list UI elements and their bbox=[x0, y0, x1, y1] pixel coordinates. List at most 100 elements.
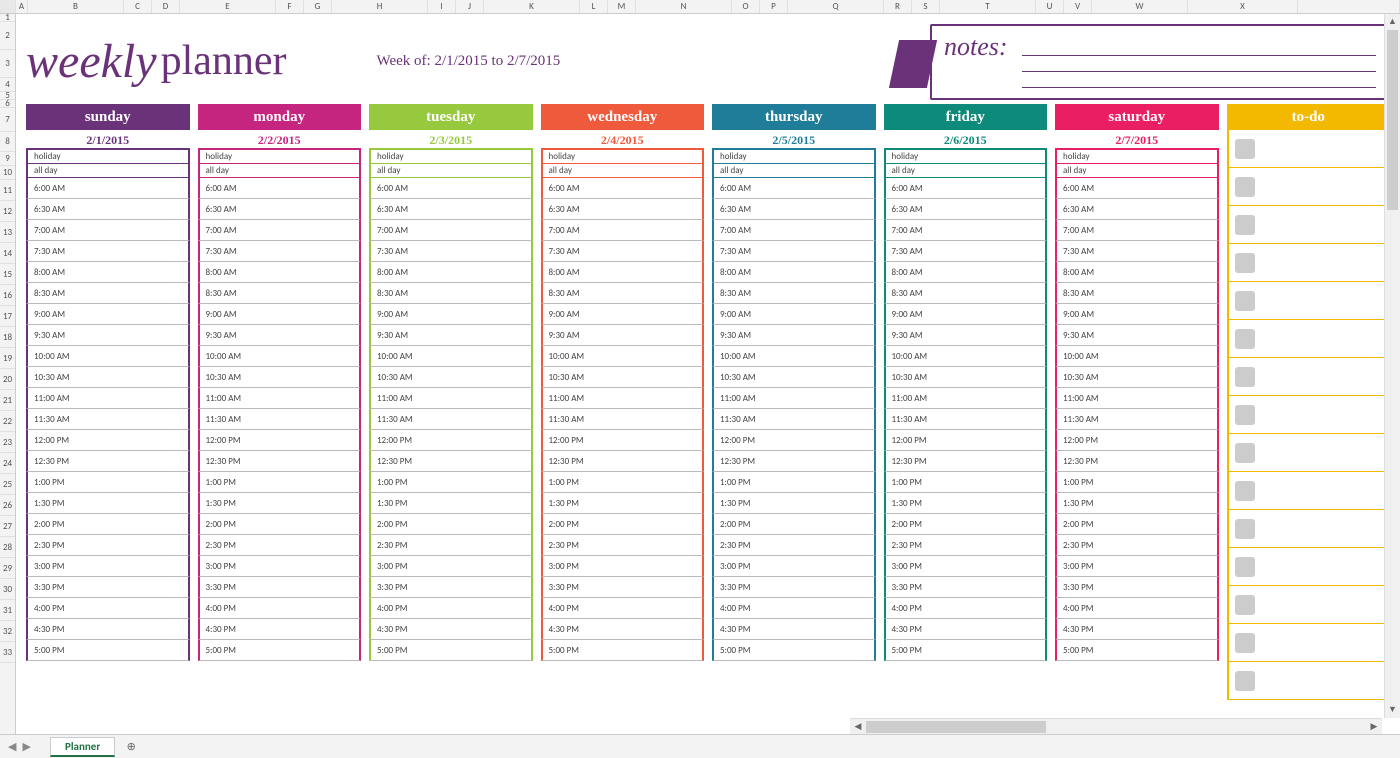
time-slot[interactable]: 2:00 PM bbox=[26, 514, 190, 535]
time-slot[interactable]: 6:00 AM bbox=[369, 178, 533, 199]
time-slot[interactable]: 11:30 AM bbox=[541, 409, 705, 430]
time-slot[interactable]: 8:00 AM bbox=[198, 262, 362, 283]
time-slot[interactable]: 12:00 PM bbox=[541, 430, 705, 451]
time-slot[interactable]: 10:30 AM bbox=[369, 367, 533, 388]
time-slot[interactable]: 9:00 AM bbox=[198, 304, 362, 325]
todo-item[interactable] bbox=[1227, 244, 1391, 282]
time-slot[interactable]: 4:30 PM bbox=[198, 619, 362, 640]
time-slot[interactable]: 3:30 PM bbox=[198, 577, 362, 598]
time-slot[interactable]: 7:30 AM bbox=[884, 241, 1048, 262]
time-slot[interactable]: 9:00 AM bbox=[884, 304, 1048, 325]
todo-checkbox[interactable] bbox=[1235, 557, 1255, 577]
time-slot[interactable]: 6:30 AM bbox=[369, 199, 533, 220]
time-slot[interactable]: 2:30 PM bbox=[198, 535, 362, 556]
time-slot[interactable]: 8:00 AM bbox=[541, 262, 705, 283]
time-slot[interactable]: 9:00 AM bbox=[26, 304, 190, 325]
col-header-H[interactable]: H bbox=[332, 0, 428, 13]
todo-item[interactable] bbox=[1227, 548, 1391, 586]
time-slot[interactable]: 4:30 PM bbox=[369, 619, 533, 640]
time-slot[interactable]: 4:00 PM bbox=[712, 598, 876, 619]
time-slot[interactable]: 12:00 PM bbox=[712, 430, 876, 451]
time-slot[interactable]: 2:00 PM bbox=[1055, 514, 1219, 535]
todo-item[interactable] bbox=[1227, 282, 1391, 320]
col-header-O[interactable]: O bbox=[732, 0, 760, 13]
time-slot[interactable]: 8:30 AM bbox=[1055, 283, 1219, 304]
time-slot[interactable]: 1:00 PM bbox=[26, 472, 190, 493]
row-header-11[interactable]: 11 bbox=[0, 180, 15, 201]
time-slot[interactable]: 12:30 PM bbox=[26, 451, 190, 472]
time-slot[interactable]: 9:30 AM bbox=[369, 325, 533, 346]
time-slot[interactable]: 12:00 PM bbox=[1055, 430, 1219, 451]
col-header-R[interactable]: R bbox=[884, 0, 912, 13]
time-slot[interactable]: 7:00 AM bbox=[369, 220, 533, 241]
row-header-10[interactable]: 10 bbox=[0, 166, 15, 180]
worksheet[interactable]: weekly planner Week of: 2/1/2015 to 2/7/… bbox=[16, 14, 1400, 734]
time-slot[interactable]: 7:30 AM bbox=[541, 241, 705, 262]
todo-item[interactable] bbox=[1227, 206, 1391, 244]
time-slot[interactable]: 4:00 PM bbox=[369, 598, 533, 619]
row-header-6[interactable]: 6 bbox=[0, 100, 15, 108]
time-slot[interactable]: 3:30 PM bbox=[712, 577, 876, 598]
row-header-31[interactable]: 31 bbox=[0, 600, 15, 621]
col-header-D[interactable]: D bbox=[152, 0, 180, 13]
col-header-N[interactable]: N bbox=[636, 0, 732, 13]
time-slot[interactable]: 9:30 AM bbox=[1055, 325, 1219, 346]
time-slot[interactable]: 11:00 AM bbox=[541, 388, 705, 409]
col-header-Q[interactable]: Q bbox=[788, 0, 884, 13]
col-header-V[interactable]: V bbox=[1064, 0, 1092, 13]
todo-item[interactable] bbox=[1227, 662, 1391, 700]
time-slot[interactable]: 1:30 PM bbox=[26, 493, 190, 514]
time-slot[interactable]: all day bbox=[1055, 164, 1219, 178]
row-header-16[interactable]: 16 bbox=[0, 285, 15, 306]
time-slot[interactable]: 6:30 AM bbox=[541, 199, 705, 220]
row-header-15[interactable]: 15 bbox=[0, 264, 15, 285]
time-slot[interactable]: all day bbox=[712, 164, 876, 178]
time-slot[interactable]: 2:30 PM bbox=[369, 535, 533, 556]
time-slot[interactable]: 4:30 PM bbox=[1055, 619, 1219, 640]
time-slot[interactable]: 7:30 AM bbox=[712, 241, 876, 262]
time-slot[interactable]: 3:00 PM bbox=[541, 556, 705, 577]
time-slot[interactable]: 5:00 PM bbox=[198, 640, 362, 661]
time-slot[interactable]: 2:30 PM bbox=[712, 535, 876, 556]
time-slot[interactable]: 8:00 AM bbox=[884, 262, 1048, 283]
col-header-K[interactable]: K bbox=[484, 0, 580, 13]
time-slot[interactable]: 11:30 AM bbox=[369, 409, 533, 430]
time-slot[interactable]: 9:00 AM bbox=[712, 304, 876, 325]
time-slot[interactable]: 10:30 AM bbox=[198, 367, 362, 388]
time-slot[interactable]: all day bbox=[198, 164, 362, 178]
time-slot[interactable]: 4:00 PM bbox=[198, 598, 362, 619]
todo-item[interactable] bbox=[1227, 358, 1391, 396]
time-slot[interactable]: 5:00 PM bbox=[712, 640, 876, 661]
time-slot[interactable]: 2:30 PM bbox=[884, 535, 1048, 556]
todo-checkbox[interactable] bbox=[1235, 443, 1255, 463]
row-header-19[interactable]: 19 bbox=[0, 348, 15, 369]
time-slot[interactable]: 9:30 AM bbox=[712, 325, 876, 346]
row-header-9[interactable]: 9 bbox=[0, 152, 15, 166]
time-slot[interactable]: 2:00 PM bbox=[712, 514, 876, 535]
col-header-F[interactable]: F bbox=[276, 0, 304, 13]
time-slot[interactable]: 10:00 AM bbox=[884, 346, 1048, 367]
time-slot[interactable]: 7:30 AM bbox=[26, 241, 190, 262]
time-slot[interactable]: 8:00 AM bbox=[369, 262, 533, 283]
col-header-U[interactable]: U bbox=[1036, 0, 1064, 13]
time-slot[interactable]: 6:00 AM bbox=[26, 178, 190, 199]
row-header-20[interactable]: 20 bbox=[0, 369, 15, 390]
todo-checkbox[interactable] bbox=[1235, 177, 1255, 197]
time-slot[interactable]: 11:00 AM bbox=[712, 388, 876, 409]
time-slot[interactable]: 9:00 AM bbox=[1055, 304, 1219, 325]
time-slot[interactable]: 1:30 PM bbox=[1055, 493, 1219, 514]
time-slot[interactable]: 3:00 PM bbox=[1055, 556, 1219, 577]
time-slot[interactable]: 8:00 AM bbox=[26, 262, 190, 283]
todo-item[interactable] bbox=[1227, 320, 1391, 358]
time-slot[interactable]: 7:00 AM bbox=[1055, 220, 1219, 241]
notes-box[interactable]: notes: bbox=[930, 24, 1390, 100]
time-slot[interactable]: 9:00 AM bbox=[541, 304, 705, 325]
time-slot[interactable]: 7:00 AM bbox=[541, 220, 705, 241]
time-slot[interactable]: 10:30 AM bbox=[26, 367, 190, 388]
time-slot[interactable]: 11:00 AM bbox=[369, 388, 533, 409]
time-slot[interactable]: 1:00 PM bbox=[198, 472, 362, 493]
row-header-14[interactable]: 14 bbox=[0, 243, 15, 264]
todo-item[interactable] bbox=[1227, 168, 1391, 206]
time-slot[interactable]: 10:00 AM bbox=[1055, 346, 1219, 367]
time-slot[interactable]: 6:30 AM bbox=[712, 199, 876, 220]
